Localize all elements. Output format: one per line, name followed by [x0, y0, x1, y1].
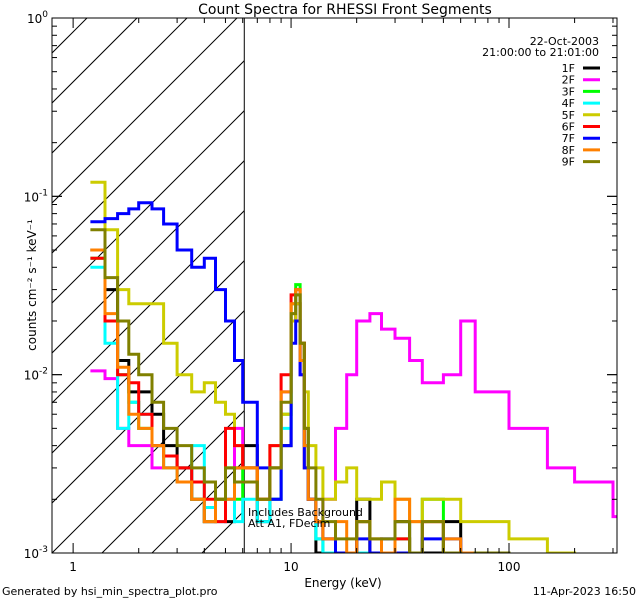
y-tick-label: 100	[27, 10, 48, 26]
series-7F	[90, 201, 463, 553]
y-tick-label: 10-3	[24, 545, 48, 561]
legend-label-4F: 4F	[562, 97, 575, 110]
x-tick-label: 1	[69, 560, 77, 574]
footer-generated-by: Generated by hsi_min_spectra_plot.pro	[2, 585, 218, 598]
y-tick-label: 10-2	[24, 367, 48, 383]
hatch-clip	[52, 18, 640, 553]
hatch-line	[302, 18, 640, 553]
x-tick-label: 100	[498, 560, 521, 574]
footer-timestamp: 11-Apr-2023 16:50	[533, 585, 636, 598]
legend-label-5F: 5F	[562, 109, 575, 122]
hatch-line	[252, 18, 640, 553]
hatch-line	[52, 310, 245, 504]
time-range-label: 21:00:00 to 21:01:00	[482, 46, 599, 59]
y-axis-label: counts cm⁻² s⁻¹ keV⁻¹	[25, 219, 39, 351]
hatch-line	[452, 18, 640, 553]
hatched-region	[52, 18, 640, 553]
legend-label-6F: 6F	[562, 121, 575, 134]
x-tick-label: 10	[283, 560, 298, 574]
annotation-attenuator: Att A1, FDecim	[248, 517, 330, 530]
x-axis-label: Energy (keV)	[304, 576, 381, 590]
plot-frame	[51, 17, 618, 554]
hatch-line	[52, 110, 245, 304]
hatch-line	[52, 18, 88, 54]
hatch-line	[402, 18, 640, 553]
hatch-line	[52, 210, 245, 404]
legend-label-9F: 9F	[562, 156, 575, 169]
series-8F	[90, 248, 477, 553]
chart-title: Count Spectra for RHESSI Front Segments	[198, 2, 492, 18]
hatch-line	[602, 18, 640, 553]
hatch-line	[52, 360, 245, 553]
legend-label-8F: 8F	[562, 144, 575, 157]
hatch-line	[52, 160, 245, 354]
hatch-line	[52, 18, 188, 154]
legend-label-7F: 7F	[562, 132, 575, 145]
hatch-line	[52, 18, 238, 204]
hatch-line	[101, 410, 245, 553]
hatch-line	[352, 18, 640, 553]
date-label: 22-Oct-2003	[530, 35, 599, 48]
legend-label-3F: 3F	[562, 85, 575, 98]
hatch-line	[52, 260, 245, 454]
hatch-line	[52, 60, 245, 254]
hatch-line	[151, 460, 245, 553]
y-tick-label: 10-1	[24, 188, 48, 204]
series-9F	[90, 228, 511, 553]
annotation-background: Includes Background	[248, 506, 363, 519]
legend-label-1F: 1F	[562, 62, 575, 75]
legend-label-2F: 2F	[562, 74, 575, 87]
